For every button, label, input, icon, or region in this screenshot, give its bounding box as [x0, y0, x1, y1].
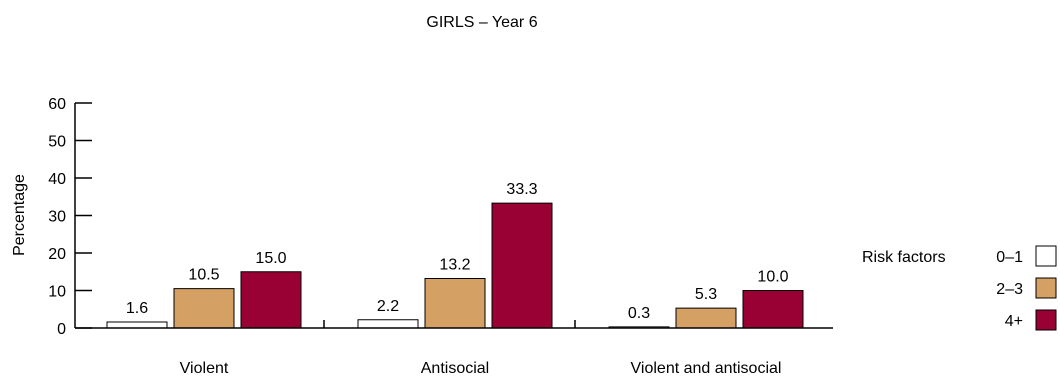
y-tick-label: 20: [48, 246, 66, 263]
bar: [675, 307, 737, 329]
data-label: 0.3: [628, 305, 650, 322]
x-tick-label: Antisocial: [421, 360, 489, 377]
y-axis: 0 10 20 30 40 50 60: [48, 96, 92, 338]
legend-swatch: [1035, 277, 1057, 299]
legend-swatch: [1035, 309, 1057, 331]
bar: [491, 202, 553, 329]
data-label: 13.2: [439, 257, 470, 274]
data-label: 15.0: [255, 250, 286, 267]
bar: [106, 321, 168, 329]
legend: Risk factors 0–1 2–3 4+: [862, 245, 1057, 331]
bar: [240, 271, 302, 329]
bars: 1.6 10.5 15.0 2.2 13.2 33.3 0.3 5.3 10.0: [106, 181, 804, 329]
y-axis-label: Percentage: [11, 174, 28, 256]
data-label: 10.5: [188, 267, 219, 284]
chart-title: GIRLS – Year 6: [426, 14, 537, 31]
legend-label: 0–1: [996, 249, 1023, 266]
y-tick-label: 40: [48, 171, 66, 188]
bar: [424, 278, 486, 329]
bar: [742, 290, 804, 329]
y-tick-label: 0: [57, 321, 66, 338]
bar: [357, 319, 419, 329]
data-label: 2.2: [377, 298, 399, 315]
data-label: 5.3: [695, 286, 717, 303]
data-label: 10.0: [757, 269, 788, 286]
x-axis: Violent Antisocial Violent and antisocial: [75, 320, 833, 377]
y-tick-label: 50: [48, 134, 66, 151]
y-tick-label: 30: [48, 209, 66, 226]
y-tick-label: 60: [48, 96, 66, 113]
legend-label: 4+: [1005, 313, 1023, 330]
x-tick-label: Violent: [180, 360, 229, 377]
data-label: 1.6: [126, 300, 148, 317]
legend-swatch: [1035, 245, 1057, 267]
bar: [173, 288, 235, 329]
legend-title: Risk factors: [862, 249, 946, 266]
x-tick-label: Violent and antisocial: [631, 360, 782, 377]
y-tick-label: 10: [48, 284, 66, 301]
data-label: 33.3: [506, 181, 537, 198]
legend-label: 2–3: [996, 281, 1023, 298]
